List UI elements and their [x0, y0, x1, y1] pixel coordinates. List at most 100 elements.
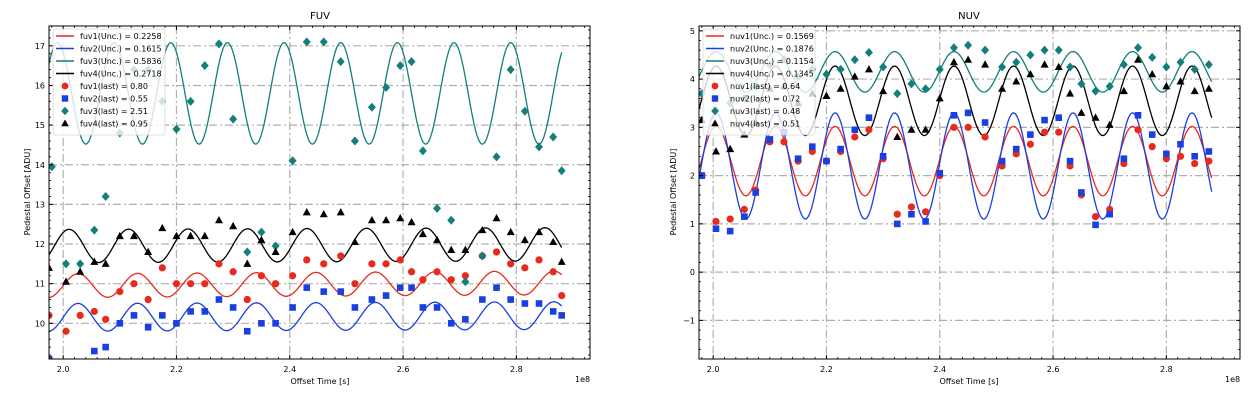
fuv-data-point-circle: [492, 248, 501, 256]
fuv-data-point-triangle: [557, 257, 566, 265]
fuv-data-point-triangle: [90, 257, 99, 265]
fuv-data-point-circle: [535, 256, 543, 264]
fuv-data-point-circle: [368, 260, 376, 268]
fuv-data-point-circle: [116, 288, 124, 296]
nuv-y-axis-label: Pedestal Offset [ADU]: [669, 149, 678, 236]
nuv-data-point-square: [1120, 155, 1128, 163]
nuv-x-tick-label: 2.0: [707, 365, 720, 374]
fuv-data-point-square: [187, 308, 194, 315]
nuv-data-point-circle: [1205, 157, 1213, 165]
fuv-data-point-diamond: [257, 227, 266, 237]
fuv-data-point-diamond: [186, 96, 195, 106]
nuv-data-point-triangle: [1105, 120, 1114, 128]
fuv-x-tick-label: 2.0: [57, 365, 70, 374]
fuv-data-point-circle: [303, 256, 311, 264]
nuv-legend-entry-5-label: nuv1(last) = 0.64: [730, 82, 800, 91]
nuv-data-point-triangle: [893, 132, 902, 140]
nuv-data-point-square: [1055, 114, 1063, 121]
nuv-data-point-triangle: [1162, 82, 1171, 90]
nuv-data-point-circle: [1191, 159, 1199, 168]
nuv-data-point-diamond: [1077, 79, 1086, 89]
fuv-y-tick-label: 11: [35, 280, 45, 289]
fuv-data-point-triangle: [158, 223, 167, 232]
fuv-data-point-square: [173, 320, 180, 327]
nuv-data-point-square: [936, 169, 944, 177]
fuv-data-point-circle: [320, 260, 328, 268]
fuv-data-point-diamond: [243, 247, 252, 257]
fuv-data-point-triangle: [506, 227, 515, 236]
nuv-data-point-diamond: [1066, 62, 1075, 72]
fuv-data-point-triangle: [319, 210, 328, 218]
fuv-data-point-square: [116, 320, 124, 327]
nuv-data-point-diamond: [998, 62, 1007, 72]
fuv-data-point-square: [91, 347, 98, 355]
nuv-y-tick-label: −1: [683, 316, 695, 325]
nuv-data-point-circle: [780, 138, 788, 146]
fuv-data-point-diamond: [229, 114, 238, 124]
fuv-data-point-diamond: [367, 102, 376, 112]
fuv-data-point-diamond: [76, 259, 85, 269]
fuv-data-point-circle: [229, 268, 237, 276]
nuv-data-point-circle: [1040, 128, 1049, 136]
fuv-data-point-circle: [201, 280, 209, 288]
fuv-data-point-circle: [158, 264, 166, 272]
fuv-data-point-circle: [76, 311, 84, 319]
nuv-data-point-triangle: [1190, 86, 1199, 95]
nuv-data-point-diamond: [822, 69, 831, 79]
nuv-data-point-square: [1177, 140, 1184, 148]
nuv-y-tick-label: 2: [690, 172, 695, 181]
fuv-data-point-diamond: [200, 61, 209, 71]
nuv-legend-entry-4-label: nuv4(Unc.) = 0.1345: [730, 70, 814, 79]
nuv-data-point-square: [1205, 148, 1213, 155]
nuv-data-point-square: [752, 189, 759, 196]
nuv-data-point-triangle: [998, 84, 1007, 92]
fuv-data-point-triangle: [461, 245, 470, 253]
fuv-x-tick-label: 2.4: [283, 365, 296, 374]
fuv-data-point-triangle: [288, 227, 297, 236]
fuv-data-point-diamond: [382, 82, 391, 92]
nuv-data-point-circle: [981, 133, 989, 141]
fuv-data-point-square: [479, 296, 486, 303]
fuv-data-point-diamond: [492, 152, 501, 162]
nuv-y-tick-label: 5: [690, 27, 695, 36]
nuv-data-point-square: [741, 213, 748, 220]
nuv-data-point-square: [766, 136, 774, 143]
fuv-data-point-triangle: [271, 247, 280, 255]
fuv-y-tick-label: 16: [35, 81, 45, 90]
fuv-data-point-triangle: [382, 215, 391, 224]
fuv-legend-entry-5-label: fuv1(last) = 0.80: [80, 82, 148, 91]
nuv-data-point-diamond: [1134, 43, 1143, 53]
nuv-data-point-circle: [1148, 143, 1156, 151]
fuv-data-point-square: [215, 296, 223, 303]
fuv-data-point-square: [201, 308, 209, 315]
fuv-legend: fuv1(Unc.) = 0.2258 fuv2(Unc.) = 0.1615 fu…: [52, 28, 166, 136]
fuv-data-point-diamond: [433, 203, 442, 213]
fuv-data-point-triangle: [336, 208, 345, 216]
fuv-data-point-circle: [419, 276, 427, 284]
fuv-y-tick-label: 10: [35, 319, 45, 328]
nuv-data-point-triangle: [949, 57, 958, 66]
nuv-data-point-square: [1041, 116, 1048, 124]
nuv-y-tick-label: 3: [690, 123, 695, 132]
nuv-legend-entry-2-label: nuv2(Unc.) = 0.1876: [730, 45, 814, 54]
fuv-data-point-triangle: [129, 231, 138, 240]
fuv-data-point-triangle: [520, 235, 529, 244]
fuv-data-point-square: [462, 316, 469, 323]
fuv-series-line-4: [49, 227, 563, 264]
fuv-legend-entry-2-label: fuv2(Unc.) = 0.1615: [80, 45, 162, 54]
fuv-data-point-circle: [257, 272, 266, 280]
fuv-data-point-diamond: [350, 136, 359, 146]
nuv-data-point-square: [1134, 111, 1142, 119]
fuv-data-point-circle: [62, 327, 70, 335]
nuv-data-point-circle: [964, 123, 972, 131]
nuv-data-point-triangle: [1040, 60, 1049, 68]
fuv-legend-entry-4-label: fuv4(Unc.) = 0.2718: [80, 70, 162, 79]
nuv-data-point-circle: [851, 133, 859, 141]
fuv-data-point-square: [337, 288, 345, 295]
fuv-data-point-triangle: [549, 237, 558, 246]
nuv-data-point-diamond: [836, 64, 845, 74]
nuv-data-point-diamond: [1148, 52, 1157, 62]
nuv-data-point-circle: [1091, 213, 1100, 221]
fuv-data-point-square: [507, 296, 514, 303]
